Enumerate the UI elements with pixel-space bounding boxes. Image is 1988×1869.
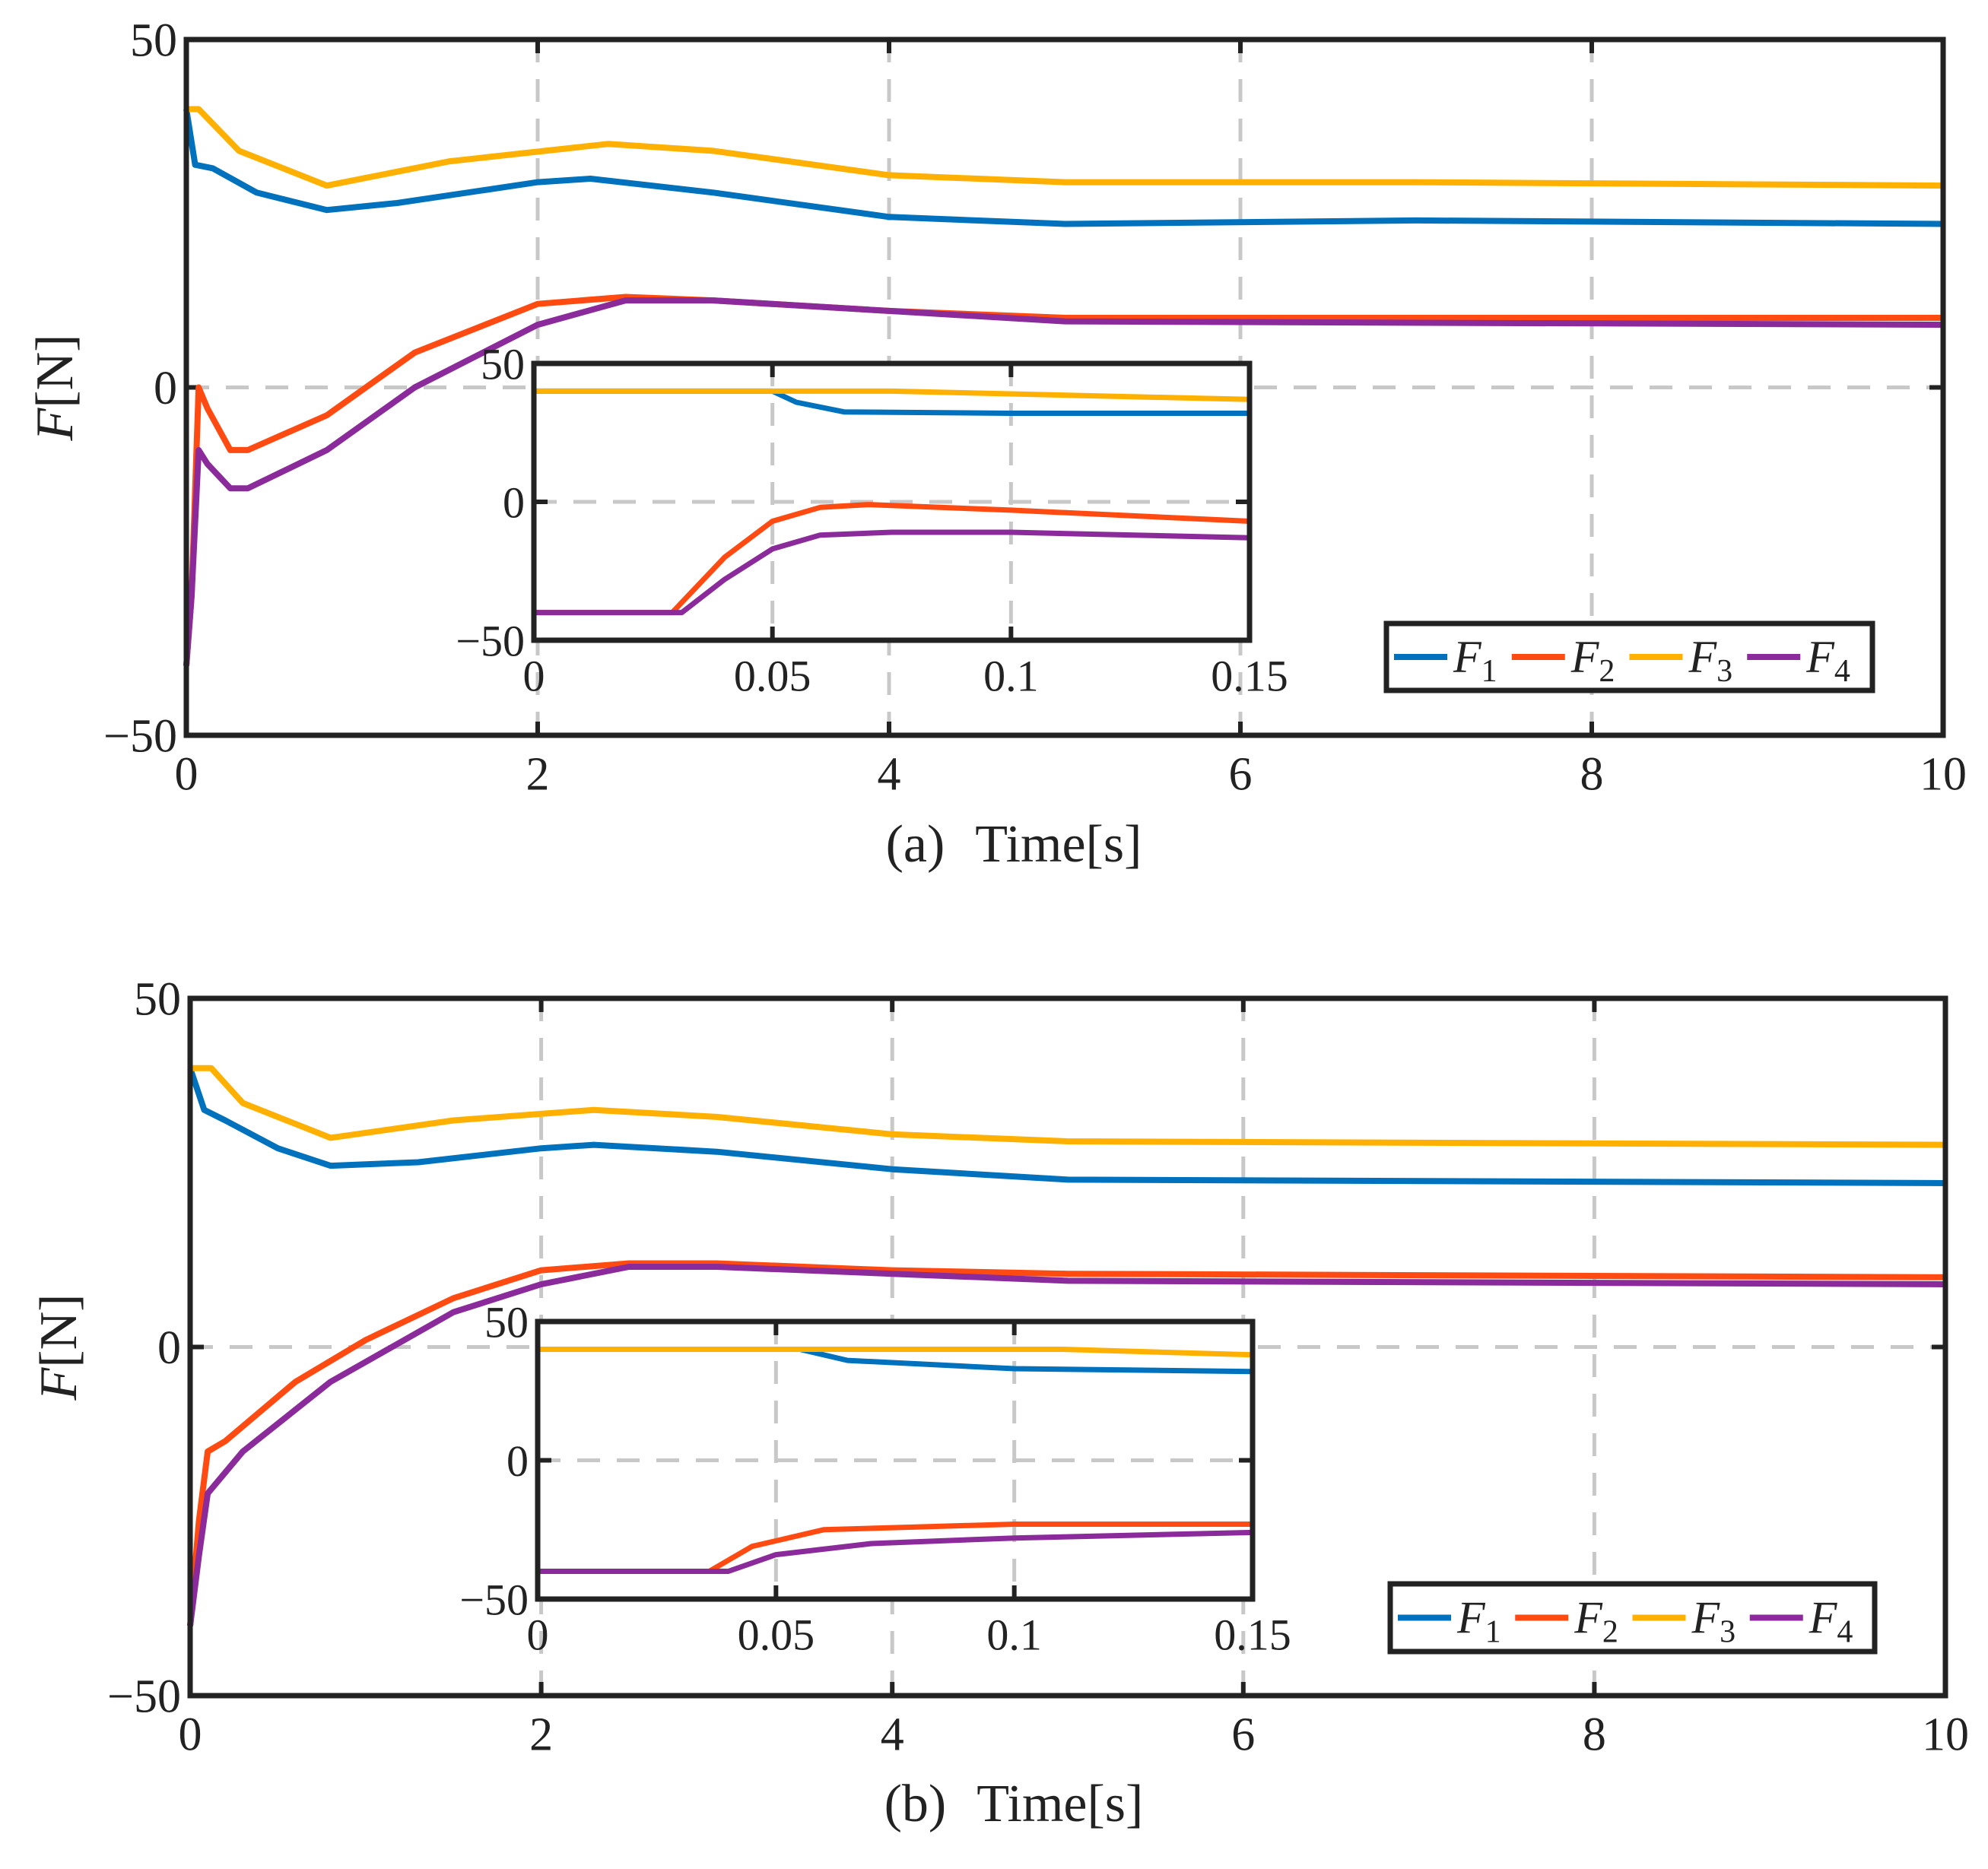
x-tick-label: 0 bbox=[527, 1610, 549, 1660]
y-tick-label: 0 bbox=[503, 478, 525, 527]
series-line-f3 bbox=[190, 1065, 1946, 1148]
y-tick-label: 50 bbox=[134, 974, 181, 1026]
x-tick-label: 2 bbox=[529, 1709, 553, 1760]
legend-var: F bbox=[1809, 1593, 1838, 1643]
axes-frame bbox=[183, 36, 1946, 738]
y-axis-label: F[N] bbox=[26, 335, 84, 442]
x-axis-caption: (a) Time[s] bbox=[886, 815, 1142, 874]
legend-subscript: 3 bbox=[1720, 1615, 1736, 1650]
x-tick-label: 6 bbox=[1231, 1709, 1255, 1760]
x-tick-label: 2 bbox=[526, 748, 550, 800]
legend-label: F2 bbox=[1570, 632, 1615, 689]
series-line-f2 bbox=[187, 1260, 1946, 1626]
series-line-f3 bbox=[538, 1347, 1253, 1358]
inset-frame bbox=[535, 1318, 1256, 1602]
y-axis-label: F[N] bbox=[30, 1294, 88, 1401]
series-line-f2 bbox=[534, 502, 1250, 616]
x-tick-label: 0.15 bbox=[1214, 1610, 1291, 1660]
series-line-f4 bbox=[183, 297, 1944, 666]
x-tick-label: 10 bbox=[1922, 1709, 1969, 1760]
y-tick-label: −50 bbox=[456, 616, 525, 665]
legend-var: F bbox=[1570, 632, 1600, 682]
x-axis-caption: (b) Time[s] bbox=[884, 1775, 1144, 1833]
legend-label: F2 bbox=[1574, 1593, 1618, 1650]
axes-frame bbox=[187, 995, 1948, 1699]
legend-label: F1 bbox=[1456, 1593, 1501, 1650]
y-tick-label: −50 bbox=[459, 1575, 529, 1624]
y-tick-label: 50 bbox=[481, 339, 525, 389]
series-line-f1 bbox=[187, 1067, 1946, 1186]
legend-subscript: 1 bbox=[1481, 654, 1497, 689]
legend-subscript: 2 bbox=[1599, 654, 1615, 689]
x-tick-label: 8 bbox=[1583, 1709, 1606, 1760]
legend-label: F3 bbox=[1691, 1593, 1736, 1650]
legend-subscript: 3 bbox=[1716, 654, 1732, 689]
x-tick-label: 0.1 bbox=[986, 1610, 1042, 1660]
y-axis-unit: [N] bbox=[30, 1294, 88, 1368]
y-axis-variable: F bbox=[26, 407, 84, 441]
legend-label: F3 bbox=[1688, 632, 1733, 689]
x-tick-label: 4 bbox=[878, 748, 901, 800]
series-line-f4 bbox=[187, 1264, 1946, 1626]
series-line-f3 bbox=[534, 388, 1250, 402]
x-tick-label: 0.05 bbox=[738, 1610, 815, 1660]
x-tick-label: 0.15 bbox=[1211, 652, 1288, 701]
y-tick-label: −50 bbox=[107, 1671, 181, 1723]
legend: F1 F2 F3 F4 bbox=[1387, 1581, 1878, 1655]
x-tick-label: 8 bbox=[1580, 748, 1604, 800]
legend-label: F4 bbox=[1805, 632, 1850, 689]
y-tick-label: 50 bbox=[484, 1297, 529, 1347]
x-tick-label: 6 bbox=[1229, 748, 1253, 800]
legend-var: F bbox=[1456, 1593, 1486, 1643]
x-axis-label: Time[s] bbox=[975, 815, 1142, 874]
legend-subscript: 1 bbox=[1485, 1615, 1501, 1650]
y-axis-variable: F bbox=[30, 1366, 88, 1401]
x-axis-label: Time[s] bbox=[977, 1775, 1143, 1833]
x-tick-label: 0 bbox=[175, 748, 198, 800]
legend-var: F bbox=[1691, 1593, 1721, 1643]
legend-subscript: 4 bbox=[1834, 654, 1850, 689]
series-line-f3 bbox=[186, 106, 1944, 189]
series-line-f1 bbox=[183, 108, 1944, 227]
legend-var: F bbox=[1574, 1593, 1603, 1643]
subplot-label: (b) bbox=[884, 1775, 947, 1833]
legend-var: F bbox=[1453, 632, 1482, 682]
legend: F1 F2 F3 F4 bbox=[1383, 620, 1875, 693]
y-tick-label: −50 bbox=[103, 711, 177, 763]
y-tick-label: 0 bbox=[507, 1436, 529, 1486]
y-axis-unit: [N] bbox=[26, 335, 84, 408]
subplot-label: (a) bbox=[886, 815, 945, 874]
inset-frame bbox=[531, 360, 1253, 643]
x-tick-label: 0 bbox=[523, 652, 545, 701]
series-line-f4 bbox=[538, 1529, 1253, 1574]
legend-label: F1 bbox=[1453, 632, 1497, 689]
legend-label: F4 bbox=[1809, 1593, 1853, 1650]
x-tick-label: 10 bbox=[1920, 748, 1967, 800]
legend-var: F bbox=[1688, 632, 1718, 682]
legend-var: F bbox=[1805, 632, 1835, 682]
x-tick-label: 0 bbox=[179, 1709, 202, 1760]
legend-subscript: 4 bbox=[1837, 1615, 1853, 1650]
y-tick-label: 50 bbox=[130, 15, 177, 67]
y-tick-label: 0 bbox=[157, 1322, 181, 1374]
x-tick-label: 0.05 bbox=[734, 652, 811, 701]
x-tick-label: 4 bbox=[881, 1709, 904, 1760]
x-tick-label: 0.1 bbox=[983, 652, 1039, 701]
series-line-f4 bbox=[534, 529, 1250, 616]
legend-subscript: 2 bbox=[1602, 1615, 1618, 1650]
y-tick-label: 0 bbox=[154, 363, 177, 414]
